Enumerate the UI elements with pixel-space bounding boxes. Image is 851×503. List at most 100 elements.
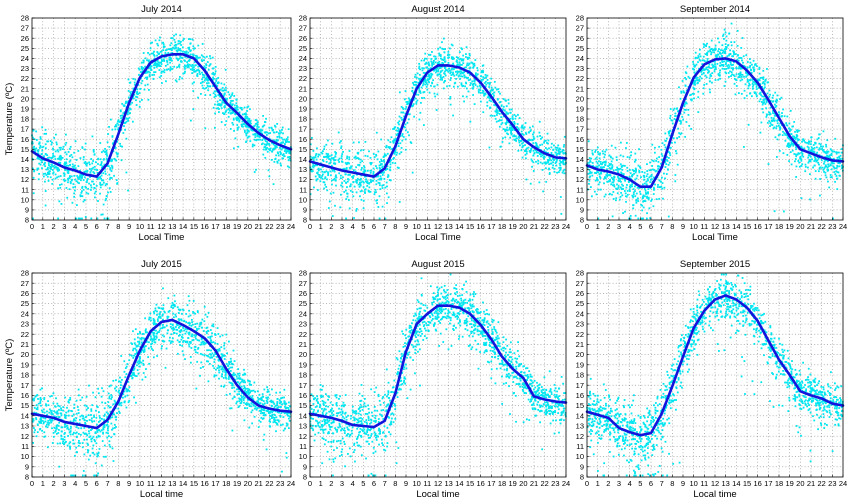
scatter-point xyxy=(287,128,290,131)
scatter-point xyxy=(487,94,490,97)
scatter-point xyxy=(634,214,637,217)
scatter-point xyxy=(669,108,672,110)
scatter-point xyxy=(254,123,257,125)
scatter-point xyxy=(44,204,47,207)
scatter-point xyxy=(458,74,461,77)
scatter-point xyxy=(723,38,725,40)
scatter-point xyxy=(506,119,508,122)
scatter-point xyxy=(701,69,703,72)
scatter-point xyxy=(510,133,513,136)
scatter-point xyxy=(416,72,419,75)
scatter-point xyxy=(212,71,215,74)
scatter-point xyxy=(674,112,677,115)
scatter-point xyxy=(54,133,57,136)
scatter-point xyxy=(263,146,266,149)
scatter-point xyxy=(67,170,70,172)
scatter-point xyxy=(171,37,174,40)
scatter-point xyxy=(835,151,837,154)
scatter-point xyxy=(553,159,556,161)
y-tick-label: 17 xyxy=(21,125,29,134)
scatter-point xyxy=(563,144,565,146)
scatter-point xyxy=(524,122,527,124)
scatter-point xyxy=(64,143,67,146)
scatter-point xyxy=(227,111,230,114)
scatter-point xyxy=(389,141,392,144)
scatter-point xyxy=(140,61,143,64)
scatter-point xyxy=(127,117,129,120)
scatter-point xyxy=(724,31,727,34)
scatter-point xyxy=(803,147,806,150)
scatter-point xyxy=(825,152,828,155)
scatter-point xyxy=(311,156,314,159)
scatter-point xyxy=(786,115,789,118)
scatter-point xyxy=(94,196,96,199)
scatter-point xyxy=(230,95,232,98)
scatter-point xyxy=(355,181,358,183)
scatter-point xyxy=(646,191,649,194)
scatter-point xyxy=(227,91,230,94)
scatter-point xyxy=(747,123,750,126)
scatter-point xyxy=(655,169,658,172)
scatter-point xyxy=(143,88,146,91)
scatter-point xyxy=(746,73,749,76)
scatter-point xyxy=(166,61,169,63)
scatter-point xyxy=(510,127,513,130)
scatter-point xyxy=(391,148,393,150)
scatter-point xyxy=(424,63,427,65)
scatter-point xyxy=(532,135,535,138)
scatter-point xyxy=(393,128,396,130)
scatter-point xyxy=(693,81,696,84)
scatter-point xyxy=(635,192,638,195)
scatter-point xyxy=(78,178,80,181)
scatter-point xyxy=(467,64,470,67)
scatter-point xyxy=(724,63,727,66)
scatter-point xyxy=(741,73,744,76)
scatter-point xyxy=(204,78,207,80)
scatter-point xyxy=(352,195,355,198)
scatter-point xyxy=(284,148,287,151)
scatter-point xyxy=(428,78,431,80)
scatter-point xyxy=(264,156,267,159)
scatter-point xyxy=(449,103,452,106)
scatter-point xyxy=(418,80,421,83)
scatter-point xyxy=(643,187,646,190)
scatter-point xyxy=(44,420,47,423)
scatter-point xyxy=(588,164,591,166)
scatter-point xyxy=(538,152,541,155)
scatter-point xyxy=(212,67,215,70)
scatter-point xyxy=(140,82,143,85)
scatter-point xyxy=(243,106,246,109)
y-tick-label: 20 xyxy=(21,94,29,103)
scatter-point xyxy=(37,167,40,170)
scatter-point xyxy=(40,161,43,164)
scatter-point xyxy=(680,90,683,93)
scatter-point xyxy=(203,74,206,77)
scatter-point xyxy=(104,147,106,150)
scatter-point xyxy=(259,138,262,141)
scatter-point xyxy=(452,114,454,117)
scatter-point xyxy=(112,150,115,153)
scatter-point xyxy=(761,76,764,79)
scatter-point xyxy=(835,170,838,173)
scatter-point xyxy=(272,139,275,142)
scatter-point xyxy=(422,72,425,74)
scatter-point xyxy=(397,145,400,147)
scatter-point xyxy=(469,120,472,123)
scatter-point xyxy=(555,161,558,163)
scatter-point xyxy=(751,78,754,81)
scatter-point xyxy=(597,188,600,191)
scatter-point xyxy=(777,134,780,137)
scatter-point xyxy=(811,150,814,153)
scatter-point xyxy=(311,136,313,139)
scatter-point xyxy=(535,160,537,163)
scatter-point xyxy=(826,150,828,153)
scatter-point xyxy=(370,163,372,166)
scatter-point xyxy=(773,114,776,117)
scatter-point xyxy=(39,159,42,161)
scatter-point xyxy=(373,156,376,159)
scatter-point xyxy=(73,167,75,170)
scatter-point xyxy=(86,170,88,173)
scatter-point xyxy=(752,84,755,86)
scatter-point xyxy=(318,175,321,178)
scatter-point xyxy=(314,175,317,178)
